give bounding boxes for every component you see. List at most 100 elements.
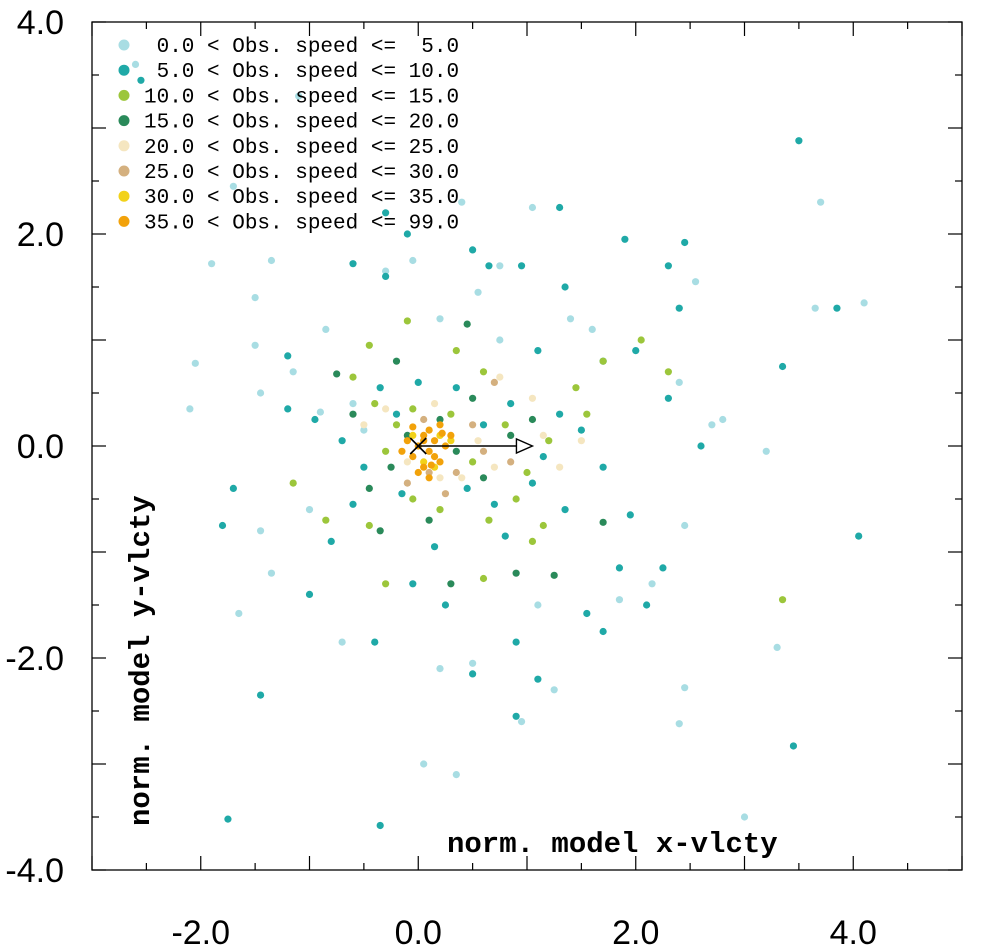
scatter-point	[447, 437, 455, 445]
legend-marker	[118, 39, 130, 51]
scatter-point	[441, 601, 450, 609]
x-tick-label: 4.0	[830, 914, 877, 950]
scatter-point	[229, 182, 237, 190]
scatter-point	[284, 352, 292, 360]
legend-marker	[118, 215, 130, 227]
scatter-point	[855, 532, 863, 540]
plot-frame	[91, 21, 963, 871]
scatter-point	[681, 684, 689, 692]
scatter-point	[811, 304, 819, 312]
scatter-point	[371, 638, 379, 646]
scatter-point	[430, 400, 439, 408]
scatter-point	[458, 474, 466, 482]
scatter-point	[436, 665, 444, 673]
scatter-point	[382, 272, 390, 280]
scatter-point	[833, 304, 841, 312]
scatter-point	[561, 283, 569, 291]
scatter-point	[382, 447, 390, 455]
scatter-point	[469, 394, 477, 402]
scatter-point	[403, 317, 411, 325]
scatter-point	[131, 60, 140, 68]
scatter-point	[664, 368, 672, 376]
scatter-point	[289, 479, 297, 487]
scatter-point	[403, 230, 411, 238]
scatter-point	[452, 468, 460, 477]
scatter-point	[409, 495, 417, 503]
scatter-point	[795, 137, 803, 145]
scatter-point	[479, 574, 488, 583]
scatter-point	[528, 203, 537, 212]
legend-label: 20.0 < Obs. speed <= 25.0	[144, 137, 459, 160]
scatter-point	[452, 384, 460, 392]
scatter-point	[376, 821, 384, 830]
scatter-point	[675, 720, 683, 728]
scatter-points	[131, 60, 868, 830]
scatter-point	[659, 564, 667, 572]
arrow-head	[515, 437, 535, 455]
scatter-point	[360, 426, 368, 434]
scatter-point	[208, 260, 216, 268]
scatter-point	[479, 368, 488, 376]
scatter-point	[327, 537, 335, 546]
scatter-point	[534, 347, 542, 355]
scatter-point	[566, 315, 575, 323]
scatter-point	[648, 580, 656, 588]
scatter-point	[479, 474, 488, 482]
scatter-point	[458, 198, 466, 206]
scatter-point	[251, 294, 259, 302]
scatter-point	[577, 437, 585, 445]
scatter-point	[420, 431, 428, 439]
legend-marker	[118, 140, 130, 152]
scatter-point	[392, 357, 401, 365]
scatter-point	[789, 742, 798, 750]
y-tick-label: 0.0	[17, 428, 64, 466]
legend-label: 30.0 < Obs. speed <= 35.0	[144, 187, 459, 210]
scatter-point	[186, 405, 194, 413]
scatter-point	[545, 437, 553, 445]
scatter-point	[615, 596, 624, 604]
scatter-point	[382, 580, 390, 588]
scatter-point	[322, 325, 330, 333]
scatter-point	[398, 447, 406, 455]
scatter-point	[267, 256, 276, 265]
scatter-point	[501, 532, 509, 540]
scatter-point	[311, 415, 319, 424]
scatter-point	[512, 495, 520, 503]
scatter-point	[463, 320, 471, 328]
scatter-point	[409, 453, 417, 461]
scatter-point	[322, 516, 330, 524]
scatter-point	[256, 691, 265, 699]
scatter-point	[615, 564, 624, 572]
x-tick-label: 0.0	[395, 914, 442, 950]
legend-marker	[118, 190, 130, 202]
scatter-point	[430, 453, 439, 461]
scatter-point	[860, 299, 868, 307]
x-tick-label: -2.0	[171, 914, 230, 950]
scatter-point	[365, 341, 373, 349]
scatter-point	[425, 447, 433, 455]
scatter-point	[436, 458, 444, 466]
scatter-point	[447, 410, 455, 418]
scatter-point	[539, 431, 547, 439]
scatter-point	[224, 815, 232, 823]
scatter-point	[556, 203, 564, 212]
scatter-point	[409, 405, 417, 413]
legend-label: 15.0 < Obs. speed <= 20.0	[144, 112, 459, 135]
y-tick-label: 2.0	[17, 216, 64, 254]
scatter-point	[387, 463, 395, 471]
scatter-point	[512, 638, 520, 646]
scatter-point	[496, 336, 504, 344]
scatter-point	[420, 458, 428, 466]
scatter-point	[409, 431, 417, 439]
scatter-point	[436, 415, 444, 424]
scatter-point	[256, 389, 265, 397]
scatter-point	[420, 463, 428, 471]
scatter-point	[392, 410, 401, 418]
scatter-point	[496, 373, 504, 381]
scatter-point	[409, 256, 417, 265]
scatter-point	[681, 238, 689, 247]
scatter-point	[365, 484, 373, 492]
legend-label: 25.0 < Obs. speed <= 30.0	[144, 162, 459, 185]
x-tick-labels: -2.0 0.0 2.0 4.0	[171, 914, 876, 950]
scatter-point	[469, 421, 477, 429]
